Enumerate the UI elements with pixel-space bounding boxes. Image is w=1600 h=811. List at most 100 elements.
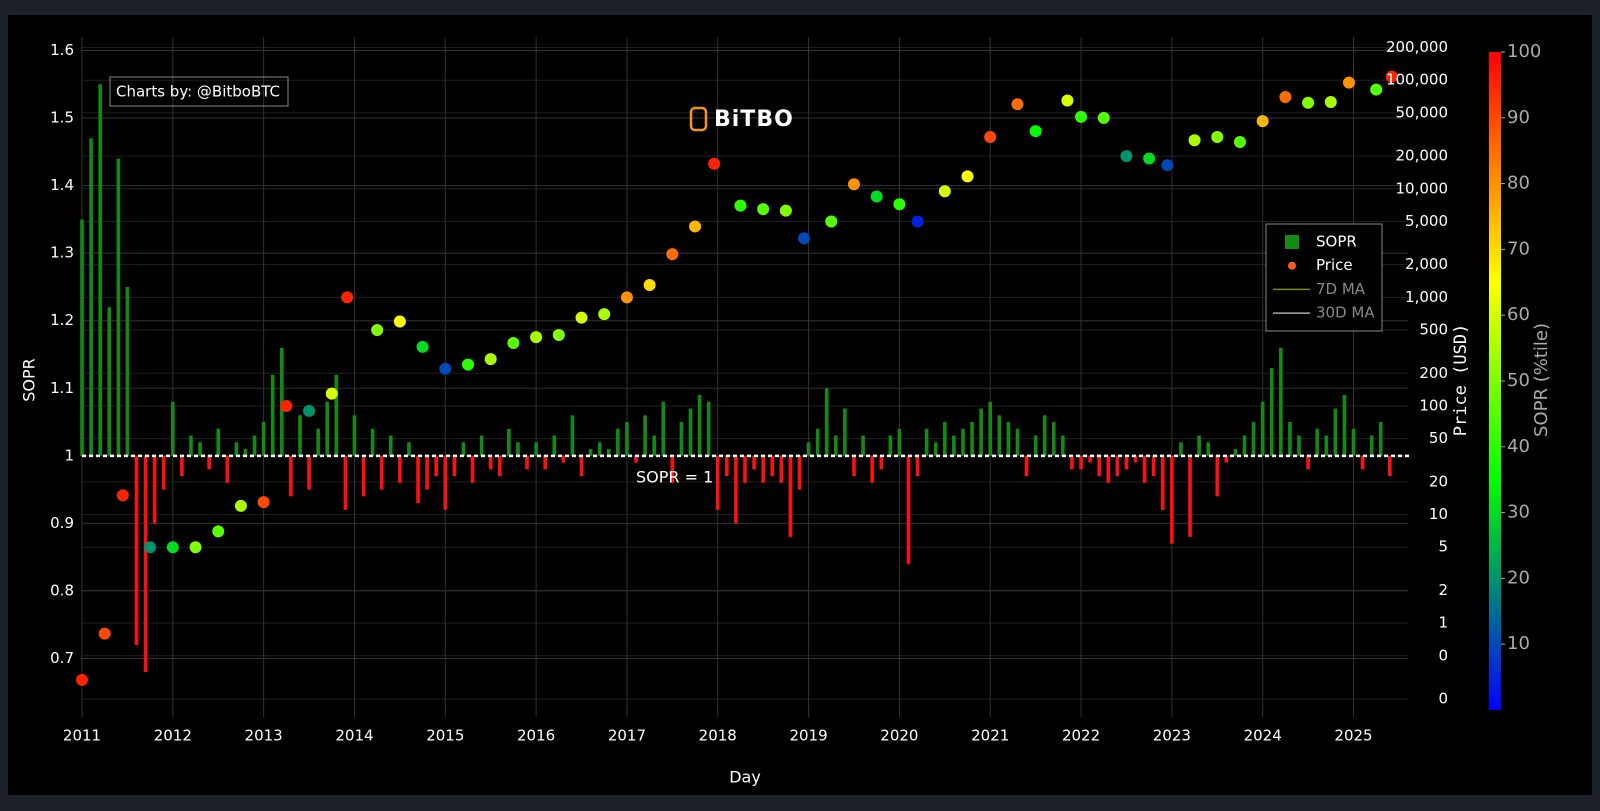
bar: [343, 455, 348, 510]
bar: [1088, 455, 1092, 463]
y2-tick-label: 10: [1429, 505, 1448, 523]
bar: [1179, 442, 1183, 456]
y2-tick-label: 0: [1438, 646, 1448, 664]
bar: [388, 435, 393, 456]
bar: [1388, 455, 1392, 477]
bar: [824, 388, 829, 456]
price-point: [439, 362, 452, 375]
bar: [1260, 401, 1265, 456]
y2-tick-label: 1: [1438, 614, 1448, 632]
y2-tick-label: 500: [1419, 321, 1448, 339]
bar: [952, 435, 956, 456]
price-point: [938, 185, 951, 198]
price-point: [1097, 111, 1110, 124]
bar: [134, 455, 139, 645]
bar: [861, 435, 865, 456]
bar: [1142, 455, 1147, 483]
colorbar: [1489, 52, 1501, 710]
bar: [616, 428, 620, 456]
bar: [325, 401, 330, 456]
y2-tick-label: 2: [1438, 581, 1448, 599]
x-tick-label: 2016: [517, 727, 555, 745]
y-axis-title: SOPR: [20, 358, 39, 402]
legend-label: SOPR: [1316, 233, 1357, 251]
legend-label: 7D MA: [1316, 280, 1366, 298]
points: [76, 70, 1398, 686]
y2-axis-title: Price (USD): [1451, 324, 1471, 437]
bar: [1233, 449, 1238, 456]
price-point: [280, 399, 293, 412]
price-point: [1342, 76, 1355, 89]
bar: [479, 435, 484, 456]
y-tick-label: 1.2: [50, 311, 74, 329]
bar: [588, 449, 593, 456]
x-tick-label: 2024: [1244, 727, 1282, 745]
bar: [1006, 422, 1011, 456]
x-tick-label: 2018: [699, 727, 737, 745]
bar: [606, 449, 611, 456]
bar: [761, 455, 765, 483]
bar: [706, 401, 711, 456]
bar: [715, 455, 720, 510]
bar: [252, 435, 257, 456]
bar: [1351, 428, 1356, 456]
bar: [1051, 422, 1056, 456]
price-point: [1075, 110, 1088, 123]
price-point: [325, 387, 338, 400]
bar: [1306, 455, 1310, 470]
bar: [1151, 455, 1156, 477]
labels: 2011 2012 2013 2014 2015 2016 2017 2018 2019 2020…: [50, 38, 1448, 744]
bar: [1061, 435, 1065, 456]
price-point: [1161, 159, 1174, 172]
price-point: [371, 324, 384, 337]
bar: [561, 455, 566, 463]
y-tick-label: 1: [64, 446, 74, 464]
price-point: [530, 331, 543, 344]
bar: [888, 435, 893, 456]
x-tick-label: 2012: [154, 727, 192, 745]
bar: [516, 442, 520, 456]
bar: [961, 428, 965, 456]
bar: [334, 374, 339, 456]
price-point: [734, 199, 747, 212]
x-tick-label: 2025: [1334, 727, 1372, 745]
x-tick-label: 2015: [426, 727, 464, 745]
y-tick-label: 1.6: [50, 41, 74, 59]
x-tick-label: 2020: [880, 727, 918, 745]
bar: [1242, 435, 1247, 456]
price-point: [1143, 152, 1156, 165]
bar: [1170, 455, 1174, 544]
price-point: [1061, 94, 1074, 107]
bar: [1133, 455, 1138, 463]
bar: [407, 442, 411, 456]
price-point: [620, 291, 633, 304]
bar: [797, 455, 802, 490]
bar: [1070, 455, 1074, 470]
y-tick-label: 1.4: [50, 176, 74, 194]
bar: [370, 428, 375, 456]
bar: [1342, 395, 1347, 456]
price-point: [1370, 83, 1383, 96]
price-point: [893, 198, 906, 211]
bar: [1279, 347, 1283, 456]
bar: [661, 401, 666, 456]
bar: [979, 408, 983, 456]
price-point: [144, 541, 157, 554]
x-tick-label: 2019: [789, 727, 827, 745]
price-point: [461, 358, 474, 371]
bar: [425, 455, 429, 490]
bar: [734, 455, 738, 524]
bar: [416, 455, 420, 504]
x-axis-title: Day: [729, 768, 761, 787]
y-tick-label: 0.8: [50, 581, 74, 599]
bar: [216, 428, 221, 456]
legend-label: 30D MA: [1316, 304, 1375, 322]
bar: [1360, 455, 1365, 470]
bar: [525, 455, 529, 470]
bar: [870, 455, 874, 483]
price-point: [234, 499, 247, 512]
bar: [316, 428, 320, 456]
price-point: [166, 541, 179, 554]
bar: [570, 415, 575, 456]
bar: [470, 455, 475, 483]
